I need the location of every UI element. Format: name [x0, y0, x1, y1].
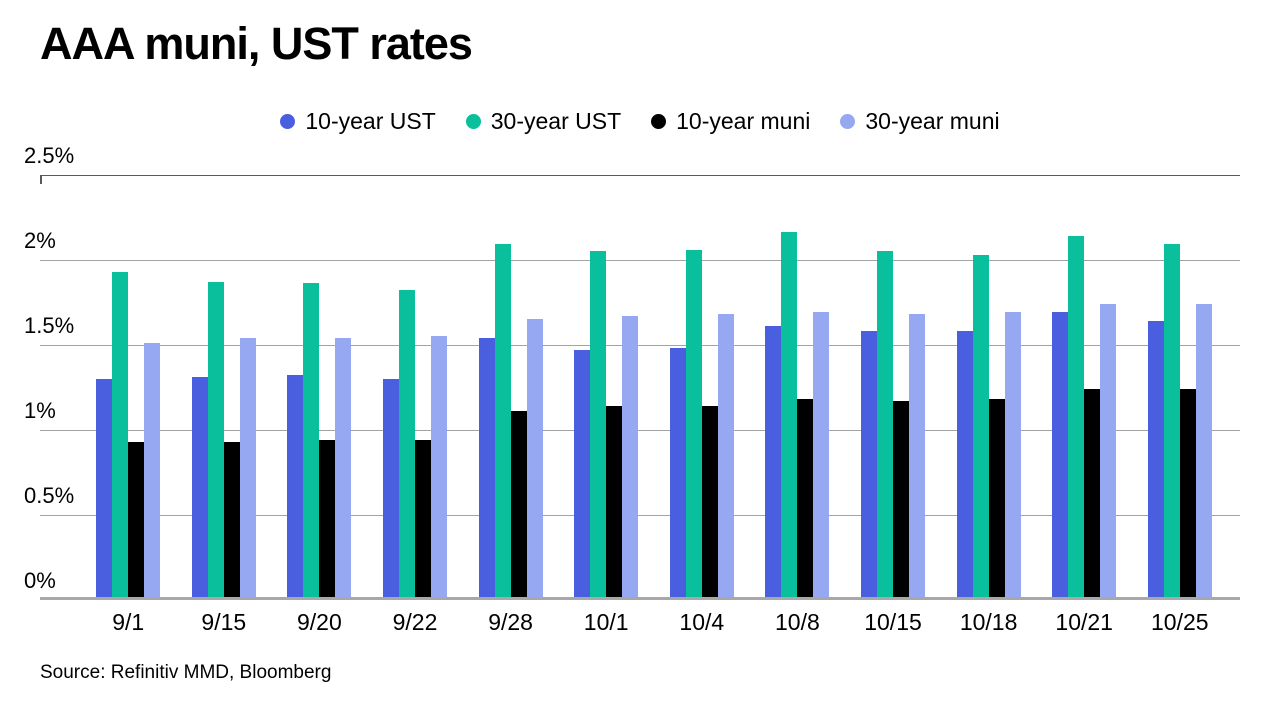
gridline [40, 430, 1240, 431]
legend-label: 30-year UST [490, 107, 622, 134]
x-tick-label: 10/25 [1151, 609, 1209, 635]
bar-30-year-muni [239, 338, 256, 598]
x-tick-label: 9/28 [488, 609, 533, 635]
legend-dot-icon [651, 113, 667, 129]
bar-10-year-ust [765, 326, 782, 598]
bar-10-year-muni [1179, 389, 1196, 598]
bar-10-year-muni [415, 440, 431, 598]
gridline [40, 345, 1240, 346]
bar-10-year-muni [606, 406, 623, 598]
x-tick-label: 10/15 [864, 609, 922, 635]
y-tick-label: 2% [24, 228, 56, 253]
y-tick-label: 1.5% [24, 313, 75, 338]
bar-10-year-ust [1052, 312, 1069, 598]
bar-10-year-ust [191, 377, 208, 598]
gridline [40, 515, 1240, 516]
x-tick-label: 10/18 [959, 609, 1018, 635]
bar-30-year-muni [144, 343, 161, 598]
y-tick-label: 2.5% [24, 143, 75, 168]
gridline [40, 260, 1240, 261]
bar-10-year-ust [383, 379, 399, 598]
bar-30-year-muni [335, 338, 352, 598]
legend-dot-icon [465, 113, 481, 129]
bar-30-year-muni [909, 314, 925, 598]
bar-10-year-muni [128, 442, 145, 598]
bar-10-year-muni [701, 406, 718, 598]
bar-10-year-ust [96, 379, 113, 598]
bar-30-year-ust [1163, 244, 1180, 598]
bar-30-year-muni [717, 314, 734, 598]
bar-10-year-ust [956, 331, 973, 598]
bar-30-year-muni [526, 319, 543, 598]
bar-30-year-muni [813, 312, 830, 598]
legend-label: 10-year muni [676, 107, 811, 134]
legend-item-30-year-muni: 30-year muni [840, 107, 1000, 135]
bar-30-year-ust [494, 244, 511, 598]
legend-dot-icon [840, 113, 856, 129]
x-tick-label: 10/4 [679, 609, 725, 635]
bar-30-year-muni [622, 316, 639, 598]
legend-label: 30-year muni [865, 107, 1000, 134]
x-tick-label: 9/22 [392, 609, 438, 635]
bar-30-year-muni [1004, 312, 1021, 598]
bar-30-year-muni [431, 336, 447, 598]
bar-10-year-ust [1147, 321, 1164, 598]
chart-title: AAA muni, UST rates [40, 18, 473, 69]
bar-30-year-ust [303, 283, 320, 598]
bar-30-year-muni [1195, 304, 1212, 598]
y-tick-label: 1% [24, 398, 56, 423]
bar-10-year-ust [669, 348, 686, 598]
gridline [40, 175, 1240, 176]
legend-dot-icon [280, 113, 296, 129]
bar-10-year-muni [1084, 389, 1101, 598]
legend-item-30-year-ust: 30-year UST [465, 107, 622, 135]
bar-30-year-ust [972, 255, 989, 598]
bar-30-year-ust [685, 250, 702, 598]
bar-10-year-muni [797, 399, 814, 598]
x-tick-label: 10/8 [775, 609, 820, 635]
bar-10-year-ust [574, 350, 591, 598]
y-tick-label: 0% [24, 568, 56, 593]
bar-30-year-ust [590, 251, 607, 598]
x-tick-label: 9/20 [297, 609, 342, 635]
bar-30-year-muni [1100, 304, 1117, 598]
x-tick-label: 10/21 [1055, 609, 1113, 635]
bar-10-year-muni [510, 411, 527, 598]
bar-10-year-muni [319, 440, 336, 598]
x-tick-label: 10/1 [583, 609, 629, 635]
y-tick-label: 0.5% [24, 483, 75, 508]
y-axis-tick [40, 176, 42, 184]
x-axis-line [40, 597, 1240, 600]
bar-10-year-muni [223, 442, 240, 598]
source-note: Source: Refinitiv MMD, Bloomberg [40, 662, 332, 683]
legend-item-10-year-muni: 10-year muni [651, 108, 810, 135]
bar-10-year-ust [287, 375, 304, 598]
bar-30-year-ust [112, 272, 129, 598]
bar-30-year-ust [399, 290, 415, 598]
x-tick-label: 9/1 [112, 609, 145, 635]
bar-10-year-ust [861, 331, 877, 598]
bar-30-year-ust [207, 282, 224, 598]
bar-30-year-ust [781, 232, 798, 598]
bar-30-year-ust [877, 251, 893, 598]
legend-label: 10-year UST [305, 107, 436, 134]
bar-10-year-muni [988, 399, 1005, 598]
bar-10-year-ust [478, 338, 495, 598]
legend-item-10-year-ust: 10-year UST [280, 107, 436, 135]
chart-legend: 10-year UST 30-year UST 10-year muni 30-yea… [40, 106, 1240, 136]
x-tick-label: 9/15 [201, 609, 247, 635]
bar-10-year-muni [893, 401, 909, 598]
bar-30-year-ust [1068, 236, 1085, 598]
